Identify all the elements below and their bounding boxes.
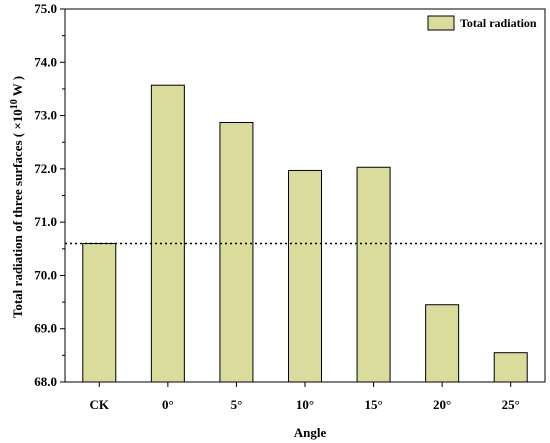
y-axis-title: Total radiation of three surfaces ( ×101… — [9, 76, 26, 318]
bar — [150, 84, 185, 383]
bar — [493, 352, 528, 383]
y-axis-ticks: 68.0 69.0 70.0 71.0 72.0 73.0 74.0 75.0 — [34, 1, 65, 389]
y-tick-label: 74.0 — [34, 54, 57, 69]
plot-area — [65, 84, 545, 383]
y-tick-label: 71.0 — [34, 214, 57, 229]
x-axis-ticks: CK 0° 5° 10° 15° 20° 25° — [90, 382, 520, 412]
plot-frame — [64, 8, 546, 383]
bar — [356, 166, 391, 383]
y-tick-label: 68.0 — [34, 374, 57, 389]
x-tick-label: 15° — [364, 397, 382, 412]
x-axis-title: Angle — [294, 425, 327, 440]
x-tick-label: 25° — [502, 397, 520, 412]
y-tick-label: 69.0 — [34, 321, 57, 336]
x-tick-label: 0° — [162, 397, 174, 412]
x-tick-label: 5° — [231, 397, 243, 412]
y-axis-title-exponent: 10 — [9, 99, 20, 109]
legend-swatch — [427, 15, 455, 31]
bar — [219, 121, 254, 383]
x-tick-label: 10° — [296, 397, 314, 412]
y-tick-label: 73.0 — [34, 108, 57, 123]
x-tick-label: CK — [90, 397, 110, 412]
legend: Total radiation — [427, 15, 537, 31]
legend-label: Total radiation — [460, 16, 537, 30]
x-tick-label: 20° — [433, 397, 451, 412]
bar — [82, 242, 117, 383]
y-axis-title-main: Total radiation of three surfaces ( ×10 — [10, 109, 25, 318]
y-tick-label: 70.0 — [34, 267, 57, 282]
y-axis-title-tail: W ) — [10, 76, 25, 99]
y-tick-label: 72.0 — [34, 161, 57, 176]
bar — [288, 169, 322, 383]
y-tick-label: 75.0 — [34, 1, 57, 16]
bar — [425, 304, 460, 383]
